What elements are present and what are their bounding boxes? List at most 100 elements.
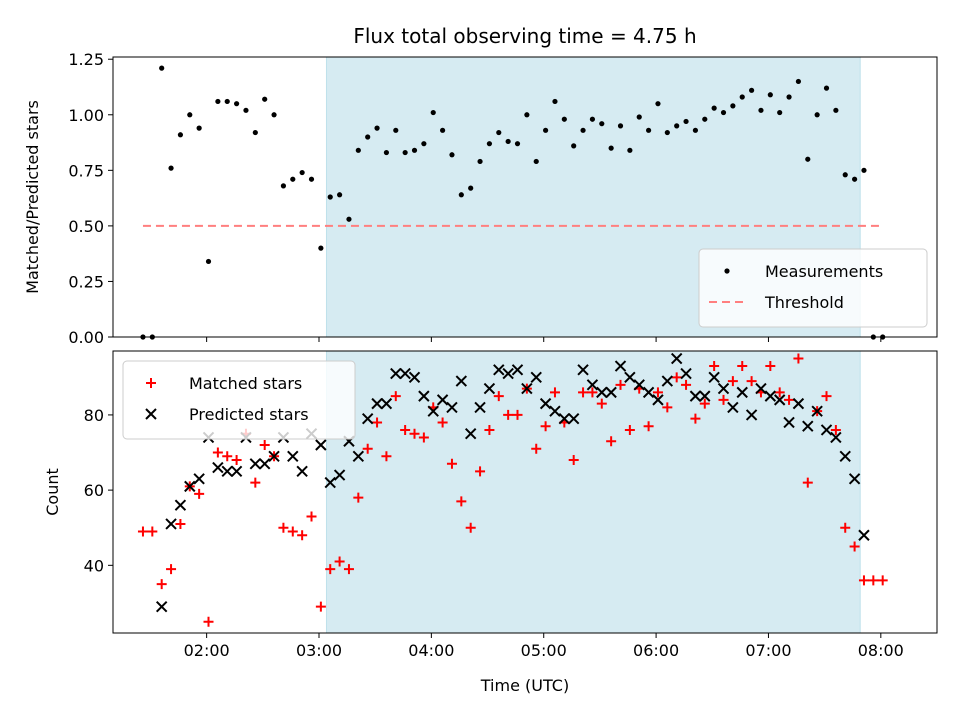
matched-stars-point xyxy=(662,402,673,413)
matched-stars-point xyxy=(596,398,607,409)
matched-stars-point xyxy=(343,564,354,575)
predicted-stars-point xyxy=(390,367,402,380)
predicted-stars-point xyxy=(567,412,580,425)
measurement-point xyxy=(337,192,343,198)
matched-stars-point xyxy=(147,526,158,537)
measurement-point xyxy=(767,92,773,98)
predicted-stars-point xyxy=(624,371,636,384)
predicted-stars-point xyxy=(802,420,814,432)
x-axis-label: Time (UTC) xyxy=(480,676,569,695)
measurement-point xyxy=(205,258,212,265)
measurement-point xyxy=(777,109,783,116)
predicted-stars-point xyxy=(670,352,683,365)
matched-stars-point xyxy=(222,451,233,462)
predicted-stars-point xyxy=(436,394,449,406)
predicted-stars-point xyxy=(745,409,758,421)
measurement-point xyxy=(730,103,736,109)
legend-label: Matched stars xyxy=(189,374,302,393)
predicted-stars-point xyxy=(361,412,374,425)
measurement-point xyxy=(833,107,839,113)
predicted-stars-point xyxy=(661,375,674,387)
y-tick-label: 1.25 xyxy=(68,50,104,69)
matched-stars-point xyxy=(587,387,598,398)
predicted-stars-point xyxy=(605,386,617,399)
matched-stars-point xyxy=(137,526,148,537)
matched-stars-point xyxy=(568,455,579,466)
measurement-point xyxy=(477,158,483,165)
measurement-point xyxy=(739,94,745,100)
predicted-stars-point xyxy=(820,424,833,436)
matched-stars-point xyxy=(718,394,729,405)
y-tick-label: 40 xyxy=(84,556,104,575)
measurement-point xyxy=(627,147,633,153)
measurement-point xyxy=(402,149,408,156)
matched-stars-point xyxy=(456,496,467,507)
measurement-point xyxy=(683,118,689,125)
measurement-point xyxy=(692,127,699,133)
predicted-stars-point xyxy=(511,364,524,376)
predicted-stars-point xyxy=(380,397,393,410)
measurement-point xyxy=(411,147,418,153)
matched-stars-point xyxy=(690,413,701,424)
measurement-point xyxy=(458,192,464,198)
measurement-point xyxy=(224,98,230,105)
measurement-point xyxy=(842,172,848,178)
measurement-point xyxy=(374,125,380,131)
predicted-stars-point xyxy=(773,394,786,406)
measurement-point xyxy=(496,129,502,136)
measurement-point xyxy=(580,127,586,133)
predicted-stars-point xyxy=(446,401,458,414)
predicted-stars-point xyxy=(324,476,336,489)
measurement-point xyxy=(514,141,521,147)
measurement-point xyxy=(823,85,830,91)
matched-stars-point xyxy=(400,424,411,435)
predicted-stars-point xyxy=(792,397,805,410)
y-tick-label: 60 xyxy=(84,481,104,500)
predicted-stars-point xyxy=(530,371,542,384)
predicted-stars-point xyxy=(586,379,599,391)
measurement-point xyxy=(252,129,258,136)
predicted-stars-point xyxy=(418,390,430,402)
legend-box xyxy=(122,360,356,440)
matched-stars-point xyxy=(259,440,270,450)
measurement-point xyxy=(262,96,268,102)
matched-stars-point xyxy=(231,455,242,466)
matched-stars-point xyxy=(540,421,551,432)
matched-stars-point xyxy=(381,451,392,462)
measurement-point xyxy=(440,127,446,133)
predicted-stars-point xyxy=(633,379,645,391)
measurement-point xyxy=(271,112,277,118)
predicted-stars-point xyxy=(193,473,205,485)
measurement-point xyxy=(280,183,287,189)
predicted-stars-point xyxy=(755,382,767,395)
measurement-point xyxy=(505,138,511,145)
matched-stars-point xyxy=(531,443,542,454)
measurement-point xyxy=(383,149,390,156)
counts-y-axis-label: Count xyxy=(43,468,62,516)
matched-stars-point xyxy=(699,398,710,409)
matched-stars-point xyxy=(727,376,738,387)
measurement-point xyxy=(852,176,858,182)
measurement-point xyxy=(552,98,558,105)
measurement-point xyxy=(355,147,361,153)
predicted-stars-point xyxy=(699,390,711,402)
measurement-point xyxy=(561,116,567,122)
matched-stars-point xyxy=(278,522,289,533)
measurement-point xyxy=(795,78,802,85)
measurement-point xyxy=(308,176,315,182)
x-tick-label: 05:00 xyxy=(521,641,567,660)
measurement-point xyxy=(168,165,174,171)
matched-stars-point xyxy=(156,579,167,590)
measurement-point xyxy=(608,145,614,151)
measurement-point xyxy=(159,65,165,71)
predicted-stars-point xyxy=(727,401,739,414)
measurement-point xyxy=(646,127,652,133)
legend-label: Predicted stars xyxy=(189,405,309,424)
matched-stars-point xyxy=(868,575,879,586)
measurement-point xyxy=(196,125,202,131)
predicted-stars-point xyxy=(708,371,720,384)
legend-swatch xyxy=(146,378,156,388)
ratio-panel: 0.00 0.25 0.50 0.75 1.00 1.25 Matched/Predict… xyxy=(23,50,938,347)
measurement-point xyxy=(327,194,333,200)
